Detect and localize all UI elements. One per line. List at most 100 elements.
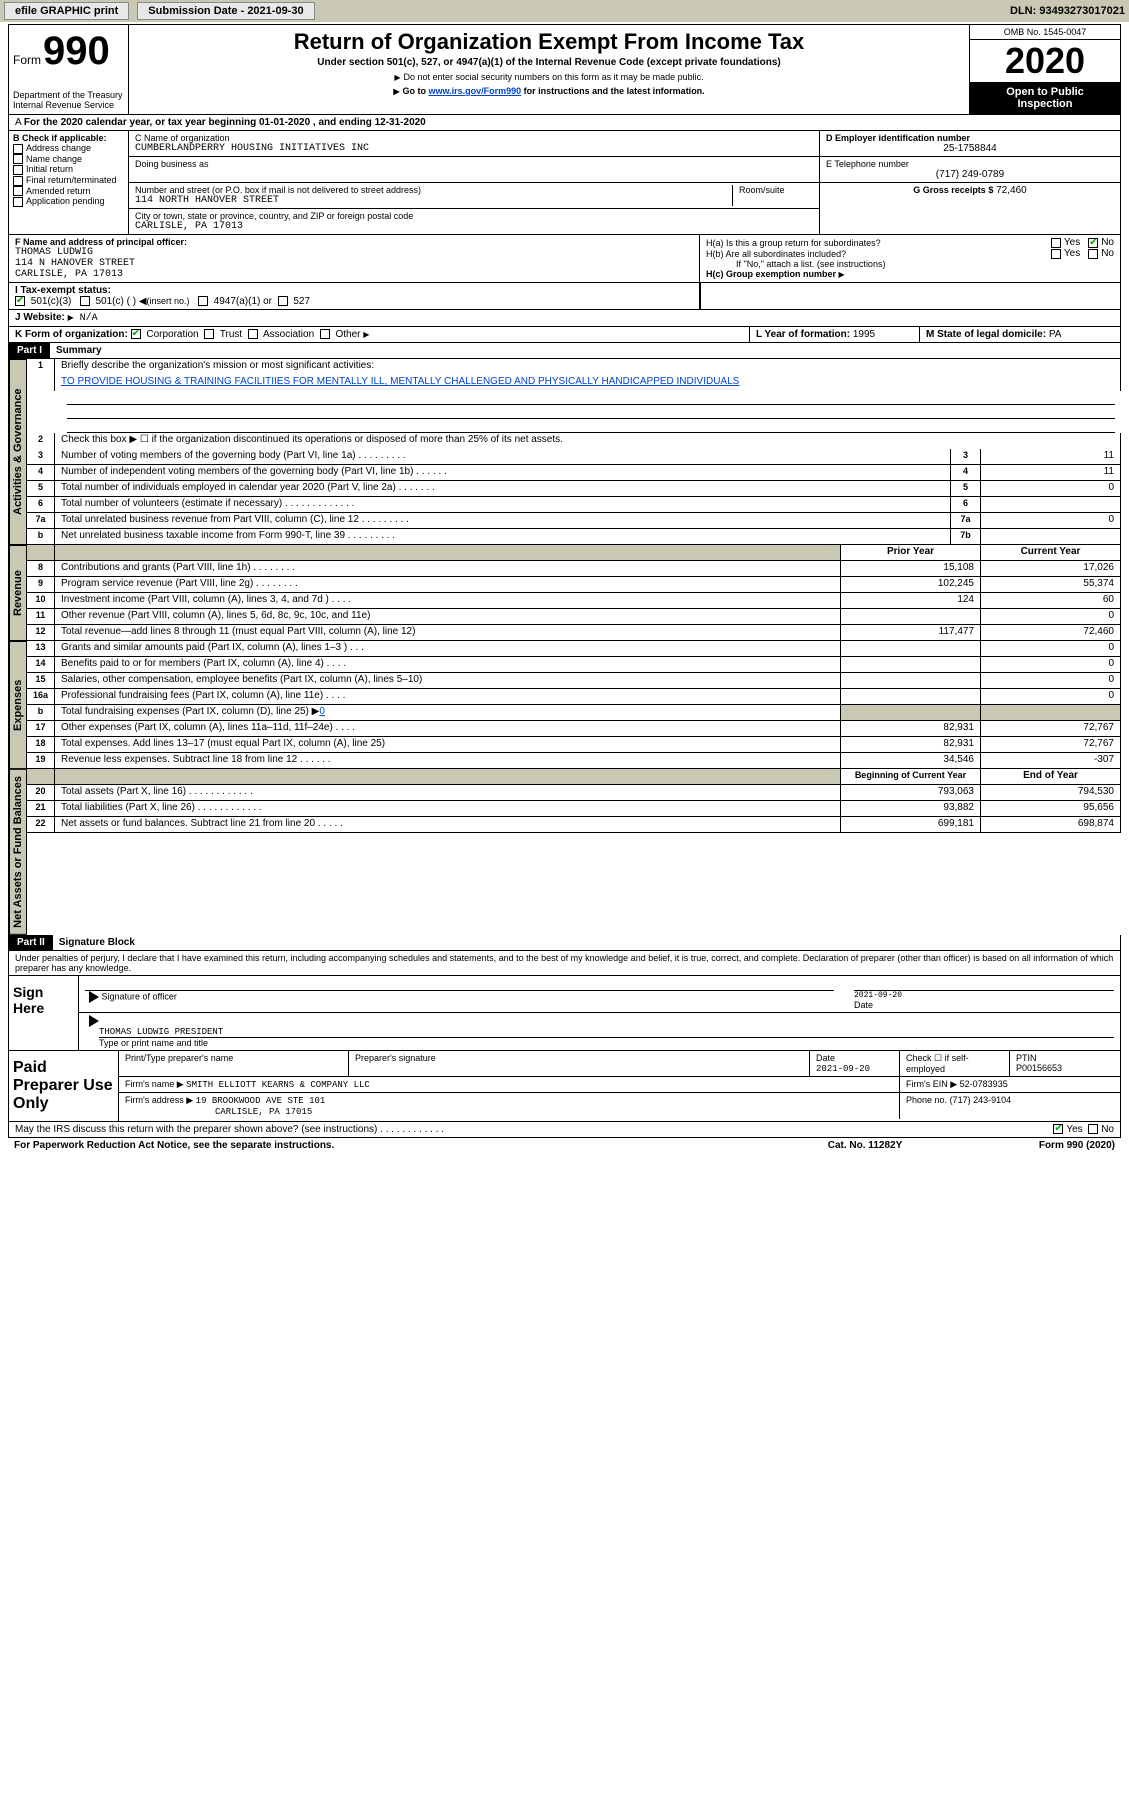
box-de: D Employer identification number 25-1758… [820, 131, 1120, 234]
val-6 [980, 497, 1120, 512]
curr-14: 0 [980, 657, 1120, 672]
final-return-checkbox[interactable] [13, 176, 23, 186]
ha-yes-checkbox[interactable] [1051, 238, 1061, 248]
officer-name: THOMAS LUDWIG PRESIDENT [99, 1027, 1114, 1038]
org-name: CUMBERLANDPERRY HOUSING INITIATIVES INC [135, 143, 813, 154]
paid-preparer-label: Paid Preparer Use Only [9, 1051, 119, 1121]
curr-17: 72,767 [980, 721, 1120, 736]
ha-no-checkbox[interactable] [1088, 238, 1098, 248]
discuss-yes-checkbox[interactable] [1053, 1124, 1063, 1134]
form-word: Form [13, 53, 41, 67]
form990-link[interactable]: www.irs.gov/Form990 [428, 86, 521, 96]
form-number: 990 [43, 29, 110, 74]
prior-19: 34,546 [840, 753, 980, 768]
501c3-checkbox[interactable] [15, 296, 25, 306]
ein-value: 25-1758844 [826, 143, 1114, 154]
telephone-value: (717) 249-0789 [826, 169, 1114, 180]
prior-9: 102,245 [840, 577, 980, 592]
box-f: F Name and address of principal officer:… [9, 235, 700, 282]
vtab-netassets: Net Assets or Fund Balances [9, 769, 27, 935]
form-subtitle: Under section 501(c), 527, or 4947(a)(1)… [137, 57, 961, 68]
application-pending-checkbox[interactable] [13, 197, 23, 207]
501c-checkbox[interactable] [80, 296, 90, 306]
trust-checkbox[interactable] [204, 329, 214, 339]
prior-16a [840, 689, 980, 704]
cat-no: Cat. No. 11282Y [765, 1140, 965, 1151]
submission-date-button[interactable]: Submission Date - 2021-09-30 [137, 2, 314, 20]
form-header: Form 990 Department of the Treasury Inte… [8, 24, 1121, 115]
part1-header: Part I [9, 343, 50, 358]
org-street: 114 NORTH HANOVER STREET [135, 195, 726, 206]
hb-yes-checkbox[interactable] [1051, 249, 1061, 259]
curr-10: 60 [980, 593, 1120, 608]
tax-period-row: A For the 2020 calendar year, or tax yea… [8, 115, 1121, 131]
prior-15 [840, 673, 980, 688]
prior-8: 15,108 [840, 561, 980, 576]
firm-ein: 52-0783935 [960, 1079, 1008, 1089]
address-change-checkbox[interactable] [13, 144, 23, 154]
dept-irs: Internal Revenue Service [13, 100, 124, 110]
curr-11: 0 [980, 609, 1120, 624]
open-inspection: Open to Public Inspection [970, 82, 1120, 114]
form-title: Return of Organization Exempt From Incom… [137, 29, 961, 55]
form-footer: Form 990 (2020) [965, 1140, 1115, 1151]
curr-9: 55,374 [980, 577, 1120, 592]
ssn-note: Do not enter social security numbers on … [137, 72, 961, 82]
name-change-checkbox[interactable] [13, 154, 23, 164]
box-k: K Form of organization: Corporation Trus… [9, 327, 750, 342]
vtab-expenses: Expenses [9, 641, 27, 769]
prior-10: 124 [840, 593, 980, 608]
perjury-declaration: Under penalties of perjury, I declare th… [9, 951, 1120, 976]
sign-here-label: Sign Here [9, 976, 79, 1050]
prior-22: 699,181 [840, 817, 980, 832]
mission-text: TO PROVIDE HOUSING & TRAINING FACILITIIE… [55, 375, 1120, 391]
other-checkbox[interactable] [320, 329, 330, 339]
527-checkbox[interactable] [278, 296, 288, 306]
discuss-row: May the IRS discuss this return with the… [8, 1122, 1121, 1138]
firm-name: SMITH ELLIOTT KEARNS & COMPANY LLC [186, 1080, 370, 1090]
discuss-no-checkbox[interactable] [1088, 1124, 1098, 1134]
val-3: 11 [980, 449, 1120, 464]
instructions-note: Go to www.irs.gov/Form990 for instructio… [137, 86, 961, 96]
tax-exempt-status: I Tax-exempt status: 501(c)(3) 501(c) ( … [9, 283, 700, 309]
corp-checkbox[interactable] [131, 329, 141, 339]
curr-15: 0 [980, 673, 1120, 688]
val-4: 11 [980, 465, 1120, 480]
curr-16a: 0 [980, 689, 1120, 704]
box-c: C Name of organization CUMBERLANDPERRY H… [129, 131, 820, 234]
box-m: M State of legal domicile: PA [920, 327, 1120, 342]
tax-year: 2020 [970, 40, 1120, 82]
omb-number: OMB No. 1545-0047 [970, 25, 1120, 40]
part2-title: Signature Block [53, 935, 141, 950]
top-bar: efile GRAPHIC print Submission Date - 20… [0, 0, 1129, 22]
hb-no-checkbox[interactable] [1088, 249, 1098, 259]
curr-22: 698,874 [980, 817, 1120, 832]
prior-20: 793,063 [840, 785, 980, 800]
ptin-value: P00156653 [1016, 1063, 1062, 1073]
curr-8: 17,026 [980, 561, 1120, 576]
assoc-checkbox[interactable] [248, 329, 258, 339]
curr-12: 72,460 [980, 625, 1120, 640]
part1-title: Summary [50, 343, 108, 358]
dept-treasury: Department of the Treasury [13, 90, 124, 100]
dln-label: DLN: 93493273017021 [1010, 5, 1125, 17]
box-h: H(a) Is this a group return for subordin… [700, 235, 1120, 282]
initial-return-checkbox[interactable] [13, 165, 23, 175]
efile-button[interactable]: efile GRAPHIC print [4, 2, 129, 20]
prior-21: 93,882 [840, 801, 980, 816]
prior-13 [840, 641, 980, 656]
prior-14 [840, 657, 980, 672]
box-l: L Year of formation: 1995 [750, 327, 920, 342]
vtab-governance: Activities & Governance [9, 359, 27, 545]
4947-checkbox[interactable] [198, 296, 208, 306]
prior-12: 117,477 [840, 625, 980, 640]
val-5: 0 [980, 481, 1120, 496]
vtab-revenue: Revenue [9, 545, 27, 641]
curr-18: 72,767 [980, 737, 1120, 752]
curr-20: 794,530 [980, 785, 1120, 800]
part2-header: Part II [9, 935, 53, 950]
amended-return-checkbox[interactable] [13, 186, 23, 196]
website-row: J Website: N/A [9, 310, 1120, 326]
pra-notice: For Paperwork Reduction Act Notice, see … [14, 1140, 765, 1151]
val-7a: 0 [980, 513, 1120, 528]
